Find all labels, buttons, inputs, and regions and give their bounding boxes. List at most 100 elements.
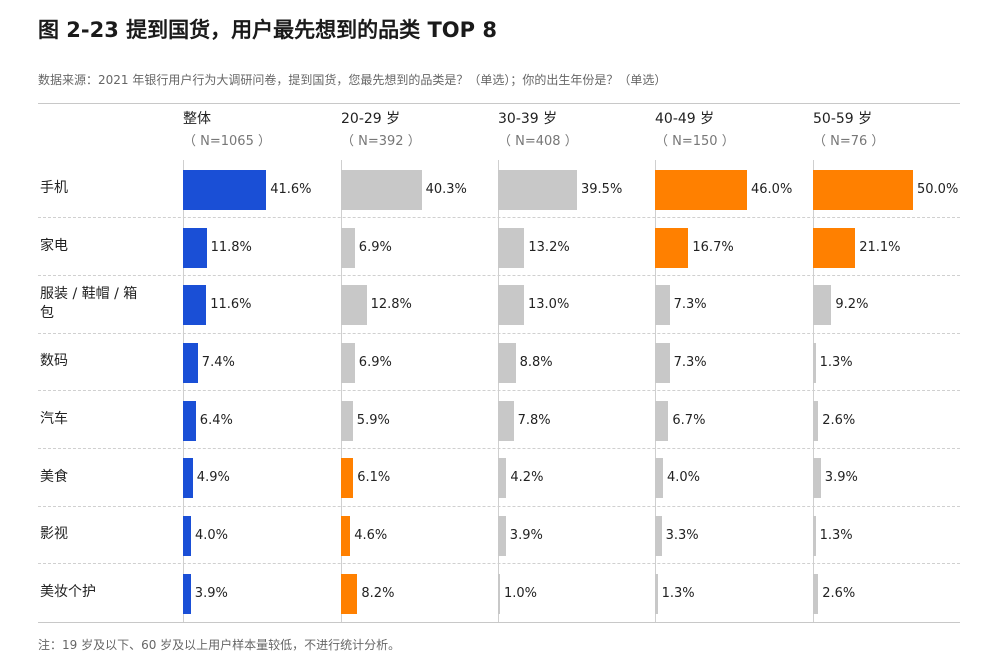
column-header-name: 50-59 岁 [813, 111, 873, 127]
column-header-sample-size: （ N=150 ） [655, 134, 735, 149]
bar [655, 169, 747, 210]
bar [655, 285, 670, 326]
data-label: 3.3% [665, 528, 699, 544]
footnote: 注：19 岁及以下、60 岁及以上用户样本量较低，不进行统计分析。 [38, 638, 401, 652]
bar [498, 285, 524, 326]
data-label: 9.2% [835, 297, 869, 313]
column-baseline-3 [655, 160, 656, 622]
data-label: 1.0% [504, 585, 538, 601]
column-header-sample-size: （ N=392 ） [341, 134, 421, 149]
column-header-1: 20-29 岁 （ N=392 ） [341, 108, 421, 149]
column-header-name: 40-49 岁 [655, 111, 715, 127]
bar [655, 400, 669, 441]
column-header-sample-size: （ N=76 ） [813, 134, 885, 149]
column-header-4: 50-59 岁 （ N=76 ） [813, 108, 884, 149]
row-divider [38, 332, 960, 334]
bar [498, 169, 577, 210]
bar [183, 169, 267, 210]
data-label: 7.3% [673, 354, 707, 370]
bar [341, 169, 422, 210]
row-label-7: 美妆个护 [40, 583, 96, 600]
column-baseline-2 [498, 160, 499, 622]
data-label: 3.9% [824, 470, 858, 486]
row-label-1: 家电 [40, 237, 68, 254]
column-header-name: 整体 [183, 111, 211, 127]
bottom-rule [38, 622, 960, 623]
data-label: 6.1% [357, 470, 391, 486]
data-label: 11.6% [210, 297, 252, 313]
data-label: 4.2% [510, 470, 544, 486]
data-label: 7.4% [201, 354, 235, 370]
data-label: 1.3% [819, 354, 853, 370]
bar [183, 400, 196, 441]
column-baseline-0 [183, 160, 184, 622]
data-label: 11.8% [210, 239, 252, 255]
bar [183, 342, 198, 383]
data-label: 12.8% [370, 297, 412, 313]
bar [341, 516, 351, 557]
bar [341, 227, 355, 268]
data-label: 13.2% [528, 239, 570, 255]
data-label: 8.8% [519, 354, 553, 370]
bar [498, 342, 516, 383]
data-label: 6.4% [199, 412, 233, 428]
chart-title: 图 2-23 提到国货，用户最先想到的品类 TOP 8 [38, 18, 497, 42]
column-header-3: 40-49 岁 （ N=150 ） [655, 108, 735, 149]
bar [655, 227, 689, 268]
bar [341, 400, 353, 441]
bar [813, 458, 821, 499]
row-label-0: 手机 [40, 180, 68, 196]
data-label: 4.0% [667, 470, 701, 486]
bar [813, 342, 816, 383]
bar [183, 458, 193, 499]
data-label: 1.3% [661, 585, 695, 601]
data-label: 7.3% [673, 297, 707, 313]
column-header-sample-size: （ N=1065 ） [183, 134, 271, 149]
data-label: 6.9% [358, 354, 392, 370]
bar [341, 342, 355, 383]
row-label-2: 服装 / 鞋帽 / 箱包 [40, 286, 138, 322]
bar [183, 227, 207, 268]
data-label: 7.8% [517, 412, 551, 428]
row-divider [38, 563, 960, 565]
data-label: 2.6% [822, 585, 856, 601]
data-label: 41.6% [270, 181, 312, 197]
row-divider [38, 448, 960, 449]
bar [813, 516, 816, 557]
column-header-name: 20-29 岁 [341, 111, 401, 127]
bar [498, 573, 500, 614]
column-header-sample-size: （ N=408 ） [498, 134, 578, 149]
bar [498, 400, 514, 441]
row-label-6: 影视 [40, 526, 68, 543]
data-label: 5.9% [356, 412, 390, 428]
row-label-3: 数码 [40, 353, 68, 370]
data-label: 40.3% [425, 181, 467, 197]
data-label: 46.0% [751, 181, 793, 197]
row-divider [38, 390, 960, 392]
bar [655, 342, 670, 383]
data-label: 2.6% [822, 412, 856, 428]
bar [341, 285, 367, 326]
bar [498, 458, 507, 499]
data-label: 21.1% [859, 239, 901, 255]
column-baseline-4 [813, 160, 814, 622]
data-label: 4.6% [354, 528, 388, 544]
data-label: 50.0% [917, 181, 959, 197]
data-source-note: 数据来源：2021 年银行用户行为大调研问卷，提到国货，您最先想到的品类是？（单… [38, 73, 667, 87]
column-header-0: 整体 （ N=1065 ） [183, 108, 271, 149]
bar [341, 573, 358, 614]
header-rule [38, 103, 960, 104]
data-label: 3.9% [509, 528, 543, 544]
bar [183, 573, 191, 614]
bar [813, 227, 856, 268]
data-label: 16.7% [692, 239, 734, 255]
data-label: 4.0% [195, 528, 229, 544]
row-divider [38, 217, 960, 219]
bar [813, 169, 913, 210]
bar [813, 285, 832, 326]
column-header-2: 30-39 岁 （ N=408 ） [498, 108, 578, 149]
bar [498, 516, 506, 557]
bar [183, 285, 207, 326]
bar [655, 573, 658, 614]
bar [183, 516, 191, 557]
